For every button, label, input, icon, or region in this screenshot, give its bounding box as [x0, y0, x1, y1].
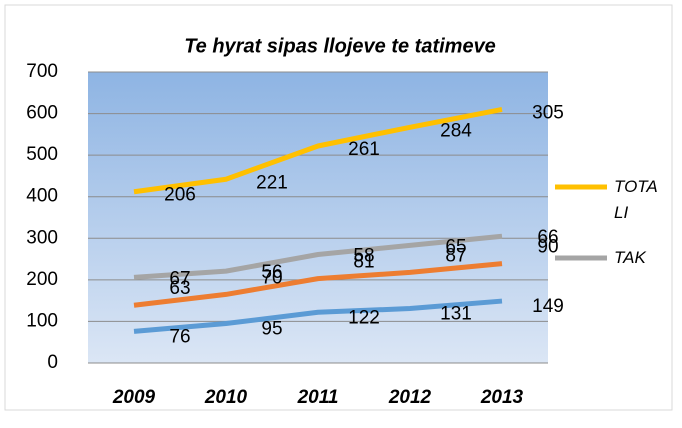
x-tick-label: 2013	[480, 387, 524, 408]
data-label: 149	[532, 296, 564, 317]
y-tick-label: 300	[26, 227, 58, 248]
y-tick-label: 700	[26, 61, 58, 82]
data-label: 261	[348, 139, 380, 160]
data-label: 90	[537, 237, 558, 258]
legend-label: TAK	[614, 248, 646, 267]
data-label: 56	[261, 262, 282, 283]
x-tick-label: 2011	[297, 387, 339, 408]
legend-entry: TAK	[614, 248, 646, 267]
legend-entry: TOTALI	[614, 177, 658, 222]
data-label: 131	[440, 304, 472, 325]
x-tick-label: 2012	[388, 387, 432, 408]
data-label: 87	[445, 245, 466, 266]
data-label: 76	[169, 326, 190, 347]
x-tick-label: 2009	[112, 387, 156, 408]
data-label: 284	[440, 120, 472, 141]
line-series	[133, 106, 503, 195]
y-tick-label: 200	[26, 269, 58, 290]
y-tick-label: 600	[26, 103, 58, 124]
data-label: 70	[261, 267, 282, 288]
data-label: 122	[348, 307, 380, 328]
data-label: 58	[353, 246, 374, 267]
data-label: 67	[169, 268, 190, 289]
legend-label: TOTALI	[614, 177, 658, 222]
data-label: 63	[169, 278, 190, 299]
data-label: 305	[532, 102, 564, 123]
data-label: 95	[261, 319, 282, 340]
data-label: 206	[164, 185, 196, 206]
y-tick-label: 0	[47, 352, 58, 373]
y-tick-label: 400	[26, 186, 58, 207]
data-label: 65	[445, 236, 466, 257]
line-series	[133, 298, 503, 334]
chart-title: Te hyrat sipas llojeve te tatimeve	[184, 35, 496, 57]
line-series	[133, 261, 503, 308]
line-series	[133, 233, 503, 280]
y-tick-label: 500	[26, 144, 58, 165]
y-tick-label: 100	[26, 310, 58, 331]
data-label: 221	[256, 172, 288, 193]
data-label: 81	[353, 252, 374, 273]
data-label: 66	[537, 227, 558, 248]
x-tick-label: 2010	[204, 387, 248, 408]
